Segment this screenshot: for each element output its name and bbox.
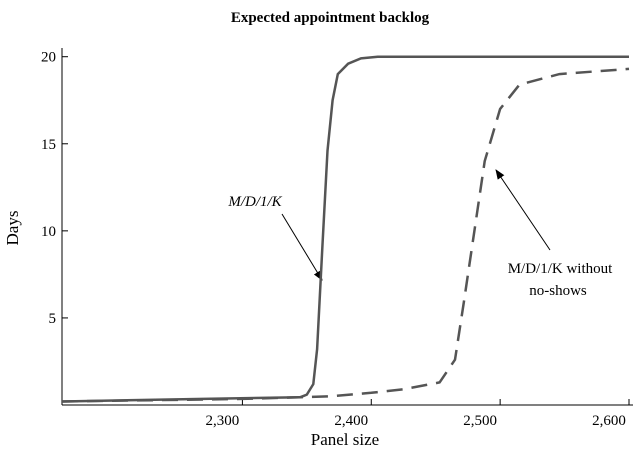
- series-line: [61, 67, 630, 403]
- x-tick-label: 2,500: [463, 413, 497, 429]
- annotation: M/D/1/K: [227, 194, 282, 210]
- x-tick-label: 2,400: [334, 413, 368, 429]
- y-tick-label: 20: [41, 50, 56, 66]
- annotation: M/D/1/K without: [508, 261, 613, 277]
- annotation: no-shows: [529, 283, 587, 299]
- series-line: [61, 55, 629, 403]
- x-tick-label: 2,600: [592, 413, 626, 429]
- y-tick-label: 5: [49, 311, 57, 327]
- y-tick-label: 10: [41, 224, 56, 240]
- y-tick-label: 15: [41, 137, 56, 153]
- annotation-arrow: [495, 169, 551, 251]
- chart-title: Expected appointment backlog: [231, 10, 430, 26]
- annotation-arrow: [281, 213, 323, 281]
- x-axis-label: Panel size: [311, 430, 379, 449]
- y-axis-label: Days: [3, 211, 22, 246]
- x-tick-label: 2,300: [206, 413, 240, 429]
